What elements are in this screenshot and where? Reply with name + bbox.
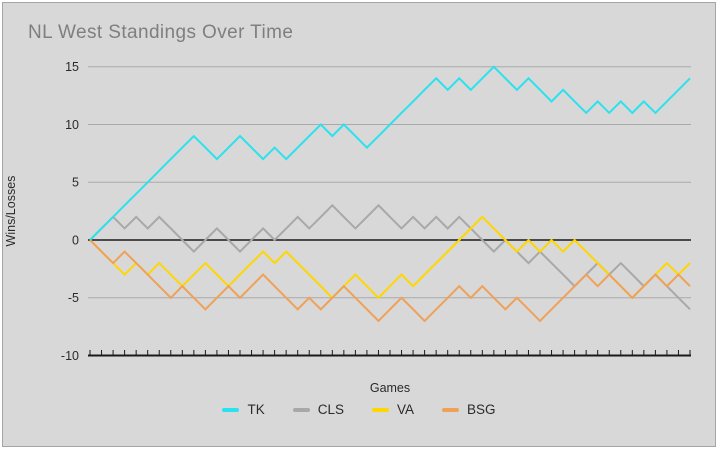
legend-swatch-va [372,407,389,412]
legend: TK CLS VA BSG [0,402,718,417]
y-tick-label: 10 [65,118,79,132]
y-tick-label: 5 [72,176,79,190]
legend-label: VA [397,402,415,417]
legend-swatch-tk [222,407,240,412]
legend-item-va: VA [372,402,414,417]
series-line-tk [89,65,691,241]
series-line-bsg [89,239,691,323]
y-tick-label: 0 [72,233,79,247]
series-line-cls [89,203,691,311]
legend-item-cls: CLS [292,402,344,417]
y-tick-label: 15 [65,60,79,74]
legend-item-bsg: BSG [442,402,496,417]
legend-swatch-bsg [442,407,460,412]
legend-swatch-cls [292,407,310,412]
legend-item-tk: TK [222,402,265,417]
y-tick-label: -5 [68,291,79,305]
y-axis-title: Wins/Losses [4,175,18,247]
legend-label: TK [247,402,265,417]
legend-label: CLS [317,402,344,417]
series-line-va [89,215,691,300]
x-axis-title: Games [369,381,411,395]
y-tick-label: -10 [61,349,79,363]
chart-title: NL West Standings Over Time [28,22,294,43]
legend-label: BSG [467,402,496,417]
